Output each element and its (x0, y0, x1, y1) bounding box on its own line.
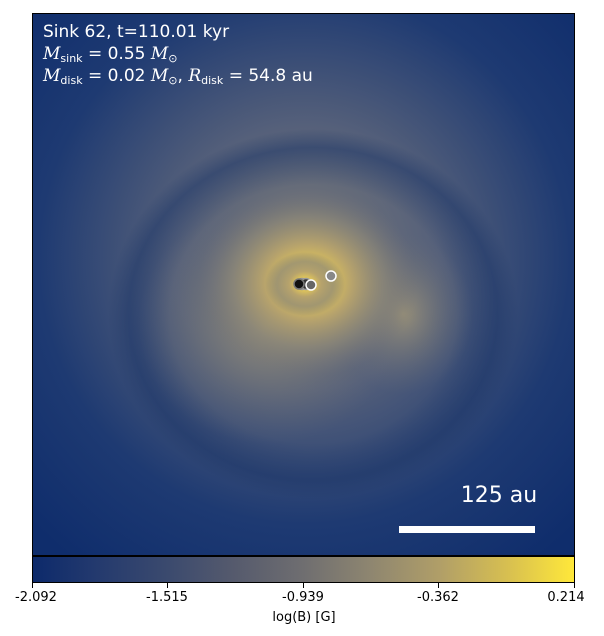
sink-title: Sink 62, t=110.01 kyr (43, 22, 230, 42)
magnetic-field-map: Sink 62, t=110.01 kyr Msink = 0.55 M⊙ Md… (32, 13, 575, 556)
colorbar-tick (574, 583, 575, 588)
sink-particle (305, 279, 317, 291)
colorbar-tick-label: 0.214 (547, 590, 585, 605)
sink-mass: Msink = 0.55 M⊙ (43, 44, 178, 65)
colorbar-tick (303, 583, 304, 588)
colorbar-tick (167, 583, 168, 588)
sink-particle (293, 278, 305, 290)
colorbar-label: log(B) [G] (272, 610, 336, 625)
sink-particle (325, 270, 337, 282)
colorbar-tick (438, 583, 439, 588)
disk-properties: Mdisk = 0.02 M⊙, Rdisk = 54.8 au (43, 66, 313, 87)
colorbar-tick (32, 583, 33, 588)
scale-bar-label: 125 au (460, 483, 538, 508)
sink-particles (293, 270, 337, 291)
colorbar-tick-label: -0.362 (417, 590, 459, 605)
colorbar-tick-label: -2.092 (15, 590, 57, 605)
scale-bar (399, 526, 535, 533)
colorbar (32, 556, 575, 583)
colorbar-tick-label: -1.515 (146, 590, 188, 605)
field-image (33, 14, 574, 555)
colorbar-tick-label: -0.939 (282, 590, 324, 605)
